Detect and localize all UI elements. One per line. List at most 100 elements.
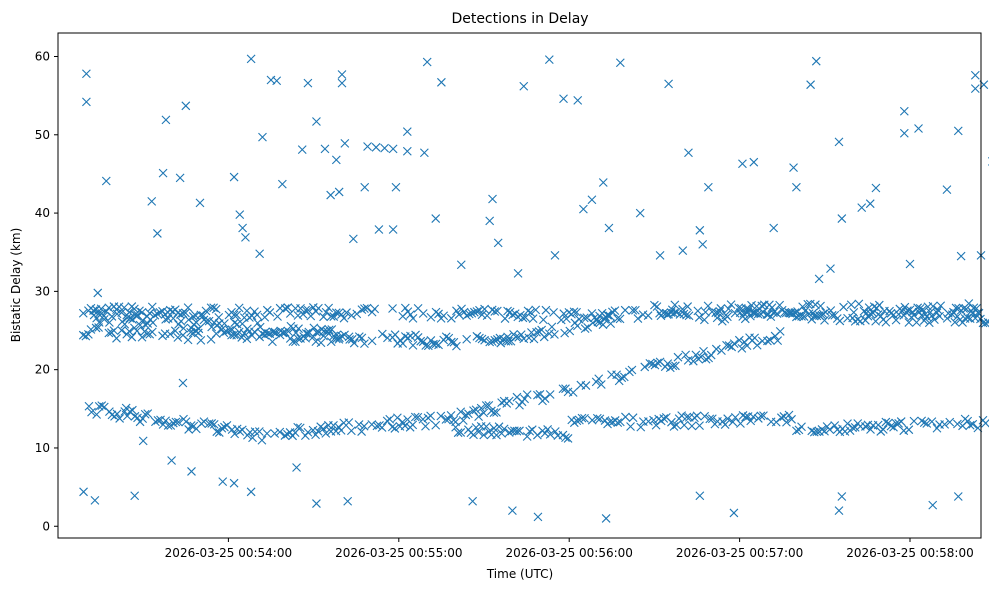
data-point [188, 312, 198, 321]
data-point [545, 430, 555, 439]
data-point [673, 352, 683, 362]
data-point [275, 427, 285, 437]
data-point [769, 223, 779, 233]
data-point [573, 321, 582, 331]
data-point [516, 330, 526, 340]
data-point [601, 514, 611, 523]
data-point [471, 405, 481, 415]
data-point [308, 425, 318, 435]
data-point [612, 370, 622, 380]
data-point [446, 410, 456, 420]
data-point [82, 97, 91, 107]
data-point [580, 324, 590, 334]
data-point [503, 306, 512, 316]
data-point [752, 340, 762, 350]
data-point [531, 305, 541, 315]
data-point [703, 301, 713, 311]
data-point [945, 417, 955, 427]
data-point [908, 307, 917, 317]
data-point [533, 430, 542, 440]
data-point [650, 300, 659, 310]
data-point [711, 308, 721, 318]
data-point [312, 499, 321, 508]
data-point [303, 427, 313, 437]
data-point [800, 306, 810, 316]
data-point [390, 424, 400, 433]
data-point [469, 430, 478, 440]
data-point [886, 421, 896, 431]
data-point [474, 412, 483, 422]
data-point [104, 303, 114, 313]
data-point [220, 422, 229, 432]
data-point [276, 326, 286, 336]
data-point [217, 423, 227, 433]
data-point [345, 335, 355, 344]
data-point [698, 240, 708, 249]
data-point [635, 208, 645, 218]
data-point [861, 315, 870, 325]
data-point [866, 425, 875, 434]
data-point [431, 339, 441, 349]
data-point [218, 477, 228, 487]
data-point [741, 412, 750, 422]
data-point [335, 333, 344, 343]
data-point [137, 332, 147, 342]
x-tick-label: 2026-03-25 00:57:00 [676, 546, 803, 560]
data-point [936, 301, 946, 311]
data-point [559, 94, 568, 104]
data-point [563, 434, 573, 443]
data-point [699, 315, 709, 325]
data-point [431, 420, 441, 430]
data-point [496, 338, 506, 348]
data-point [968, 419, 978, 429]
data-point [839, 302, 848, 312]
data-point [238, 223, 247, 233]
data-point [340, 139, 350, 148]
data-point [747, 300, 756, 310]
data-point [370, 304, 380, 314]
data-point [385, 414, 395, 424]
data-point [342, 308, 351, 317]
data-point [242, 334, 252, 344]
data-point [537, 325, 547, 335]
data-point [649, 415, 658, 425]
data-point [456, 428, 466, 437]
data-point [736, 419, 745, 428]
data-point [481, 422, 491, 431]
data-point [797, 311, 806, 321]
data-point [854, 299, 864, 309]
data-point [581, 381, 591, 390]
data-point [857, 203, 867, 212]
data-point [319, 326, 329, 336]
data-point [814, 274, 824, 284]
data-point [329, 312, 339, 321]
data-point [950, 317, 960, 327]
data-point [961, 304, 971, 314]
data-point [225, 325, 234, 335]
data-point [132, 326, 142, 336]
data-point [797, 422, 806, 432]
data-point [917, 416, 927, 426]
data-point [82, 69, 91, 79]
data-point [293, 311, 303, 320]
data-point [253, 318, 263, 328]
data-point [337, 310, 346, 319]
data-point [626, 422, 635, 431]
data-point [811, 56, 821, 66]
data-point [695, 421, 704, 430]
data-point [207, 322, 217, 332]
data-point [486, 406, 496, 416]
data-point [899, 106, 909, 116]
data-point [865, 199, 875, 209]
data-point [294, 324, 303, 334]
data-point [603, 310, 613, 320]
data-point [367, 336, 377, 346]
data-point [377, 423, 387, 432]
data-point [951, 303, 961, 313]
y-tick-label: 40 [35, 206, 50, 220]
data-point [633, 314, 643, 323]
data-point [749, 157, 759, 167]
data-point [919, 418, 929, 427]
data-point [579, 313, 589, 323]
data-point [580, 413, 589, 423]
